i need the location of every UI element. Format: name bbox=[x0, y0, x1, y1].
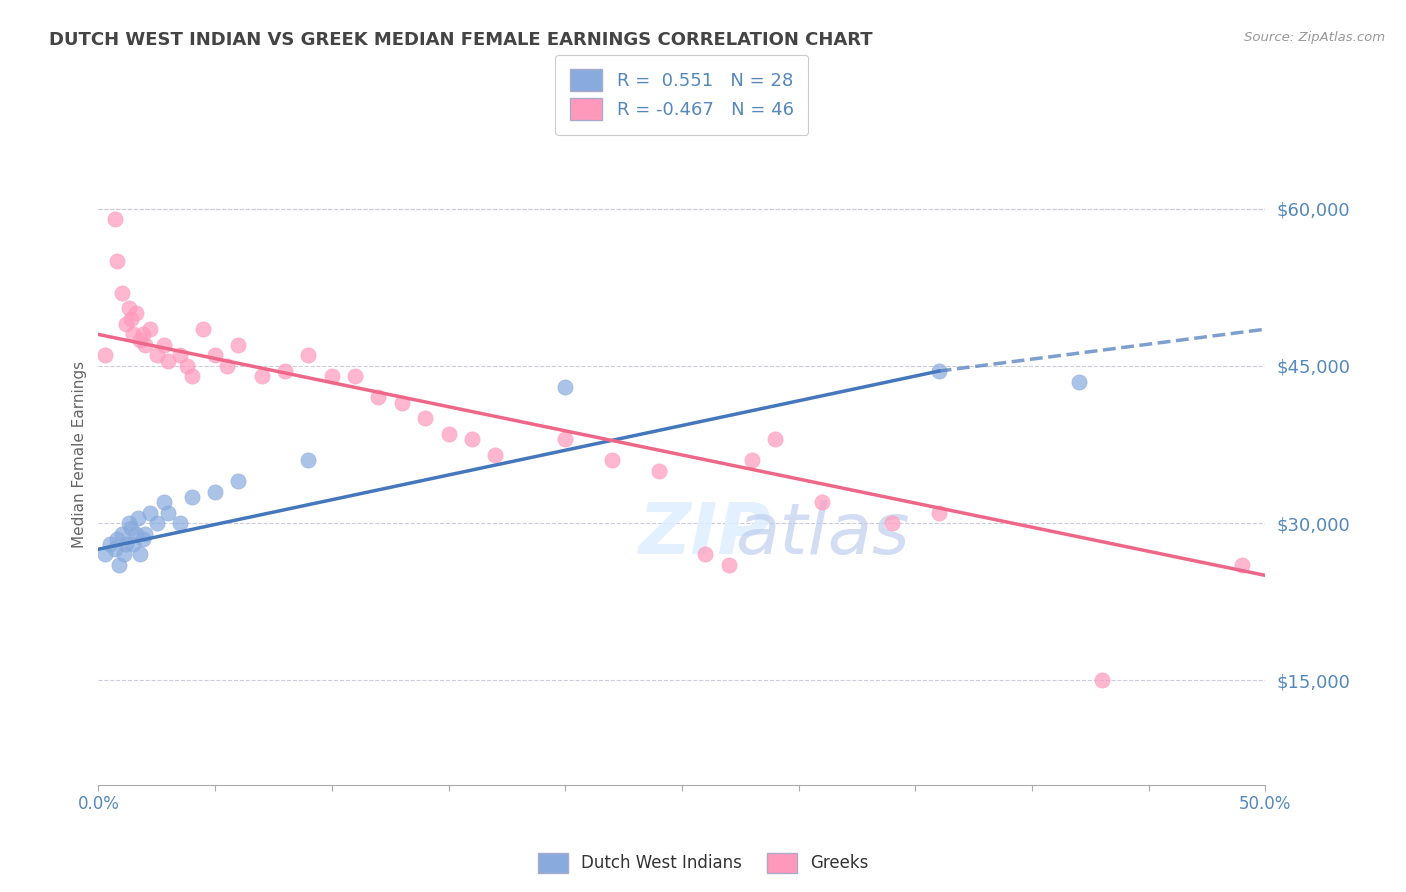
Point bbox=[600, 453, 623, 467]
Point bbox=[928, 506, 950, 520]
Point bbox=[94, 348, 117, 362]
Point bbox=[180, 490, 202, 504]
Point bbox=[125, 526, 148, 541]
Point bbox=[344, 369, 367, 384]
Point bbox=[115, 537, 138, 551]
Text: atlas: atlas bbox=[735, 500, 910, 568]
Point bbox=[461, 432, 484, 446]
Point bbox=[111, 285, 134, 300]
Point bbox=[120, 311, 142, 326]
Point bbox=[146, 348, 169, 362]
Point bbox=[122, 327, 145, 342]
Point bbox=[127, 510, 149, 524]
Point bbox=[297, 348, 319, 362]
Point bbox=[1230, 558, 1253, 572]
Point bbox=[228, 338, 250, 352]
Point bbox=[437, 427, 460, 442]
Point bbox=[180, 369, 202, 384]
Point bbox=[763, 432, 786, 446]
Point bbox=[152, 495, 174, 509]
Point bbox=[98, 537, 121, 551]
Point bbox=[157, 506, 180, 520]
Point bbox=[122, 537, 145, 551]
Point bbox=[132, 327, 155, 342]
Point bbox=[94, 548, 117, 562]
Point bbox=[146, 516, 169, 530]
Point bbox=[134, 338, 156, 352]
Point bbox=[111, 526, 134, 541]
Point bbox=[928, 364, 950, 378]
Point bbox=[104, 542, 127, 557]
Point bbox=[647, 464, 669, 478]
Point bbox=[129, 548, 152, 562]
Point bbox=[139, 322, 162, 336]
Text: ZIP: ZIP bbox=[640, 500, 772, 568]
Point bbox=[169, 516, 191, 530]
Text: DUTCH WEST INDIAN VS GREEK MEDIAN FEMALE EARNINGS CORRELATION CHART: DUTCH WEST INDIAN VS GREEK MEDIAN FEMALE… bbox=[49, 31, 873, 49]
Point bbox=[250, 369, 273, 384]
Point bbox=[484, 448, 506, 462]
Point bbox=[118, 301, 141, 316]
Point bbox=[104, 212, 127, 227]
Point bbox=[132, 532, 155, 546]
Point bbox=[105, 532, 128, 546]
Point bbox=[391, 395, 413, 409]
Legend: R =  0.551   N = 28, R = -0.467   N = 46: R = 0.551 N = 28, R = -0.467 N = 46 bbox=[555, 54, 808, 135]
Point bbox=[139, 506, 162, 520]
Point bbox=[215, 359, 238, 373]
Point bbox=[554, 380, 576, 394]
Point bbox=[297, 453, 319, 467]
Point bbox=[717, 558, 740, 572]
Point bbox=[321, 369, 343, 384]
Point bbox=[108, 558, 131, 572]
Point bbox=[169, 348, 191, 362]
Point bbox=[880, 516, 903, 530]
Point bbox=[193, 322, 215, 336]
Point bbox=[228, 474, 250, 488]
Point bbox=[152, 338, 174, 352]
Point bbox=[204, 484, 226, 499]
Point bbox=[125, 306, 148, 320]
Point bbox=[1067, 375, 1090, 389]
Point bbox=[157, 353, 180, 368]
Point bbox=[695, 548, 717, 562]
Point bbox=[105, 254, 128, 268]
Point bbox=[811, 495, 834, 509]
Point bbox=[204, 348, 226, 362]
Y-axis label: Median Female Earnings: Median Female Earnings bbox=[72, 361, 87, 549]
Point bbox=[176, 359, 198, 373]
Point bbox=[115, 317, 138, 331]
Point bbox=[274, 364, 297, 378]
Point bbox=[134, 526, 156, 541]
Point bbox=[120, 521, 142, 535]
Point bbox=[1091, 673, 1114, 688]
Point bbox=[554, 432, 576, 446]
Legend: Dutch West Indians, Greeks: Dutch West Indians, Greeks bbox=[531, 847, 875, 880]
Text: Source: ZipAtlas.com: Source: ZipAtlas.com bbox=[1244, 31, 1385, 45]
Point bbox=[413, 411, 436, 425]
Point bbox=[129, 333, 152, 347]
Point bbox=[741, 453, 763, 467]
Point bbox=[118, 516, 141, 530]
Point bbox=[112, 548, 135, 562]
Point bbox=[367, 390, 389, 404]
